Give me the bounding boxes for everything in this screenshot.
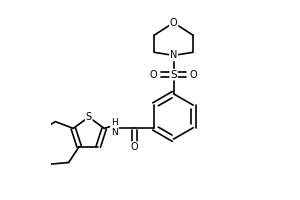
Text: O: O <box>150 70 158 80</box>
Text: O: O <box>170 18 177 28</box>
Text: H
N: H N <box>111 118 118 137</box>
Text: O: O <box>190 70 197 80</box>
Text: N: N <box>170 50 177 60</box>
Text: O: O <box>130 142 138 152</box>
Text: S: S <box>86 112 92 122</box>
Text: S: S <box>170 70 177 80</box>
